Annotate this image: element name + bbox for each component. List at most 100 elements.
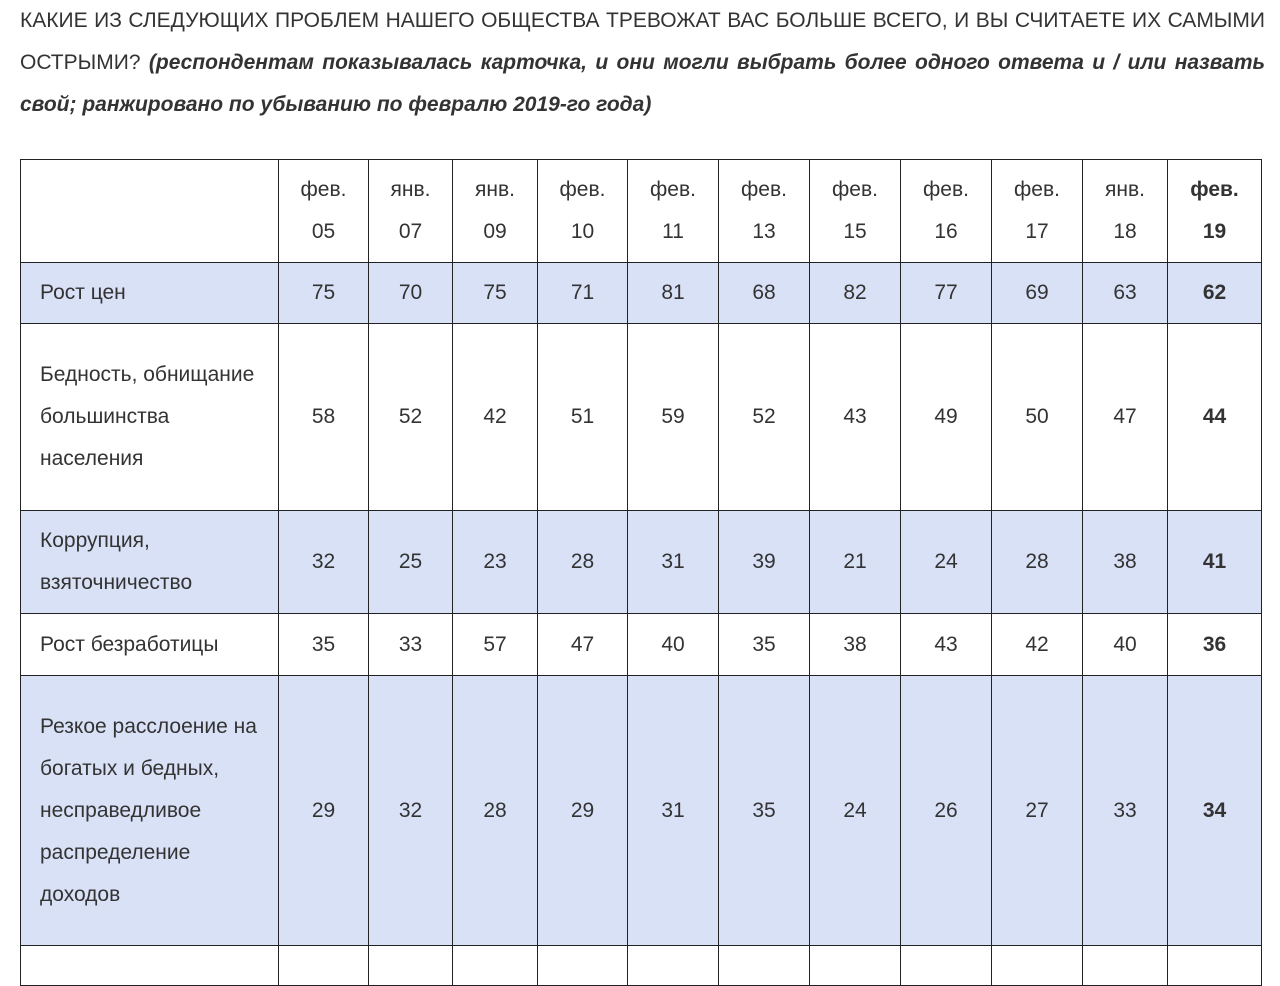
value-cell: 35 (278, 613, 369, 676)
table-row: Бедность, обнищание большинства населени… (20, 323, 1262, 511)
results-table: фев. 05 янв. 07 янв. 09 фев. 10 фев. 11 фев. 13 фев.… (20, 159, 1262, 986)
value-cell: 23 (452, 510, 538, 614)
value-cell: 59 (627, 323, 719, 511)
value-cell: 42 (991, 613, 1083, 676)
empty-cell (20, 945, 279, 986)
value-cell: 57 (452, 613, 538, 676)
value-cell: 77 (900, 262, 992, 324)
empty-cell (278, 945, 369, 986)
column-header: фев. 10 (537, 159, 628, 263)
row-label: Рост цен (20, 262, 279, 324)
value-cell: 40 (1082, 613, 1168, 676)
value-cell: 40 (627, 613, 719, 676)
row-label: Рост безработицы (20, 613, 279, 676)
question-text: КАКИЕ ИЗ СЛЕДУЮЩИХ ПРОБЛЕМ НАШЕГО ОБЩЕСТ… (20, 9, 1265, 74)
column-month: фев. (741, 178, 787, 201)
column-header: фев. 15 (809, 159, 901, 263)
value-cell: 36 (1167, 613, 1262, 676)
value-cell: 44 (1167, 323, 1262, 511)
column-month: янв. (390, 178, 431, 201)
column-header: янв. 18 (1082, 159, 1168, 263)
column-month: янв. (1105, 178, 1145, 201)
survey-question: КАКИЕ ИЗ СЛЕДУЮЩИХ ПРОБЛЕМ НАШЕГО ОБЩЕСТ… (20, 0, 1265, 126)
column-year: 13 (752, 220, 776, 243)
value-cell: 24 (809, 675, 901, 946)
column-year: 07 (398, 220, 423, 243)
value-cell: 21 (809, 510, 901, 614)
column-month: фев. (1014, 178, 1060, 201)
value-cell: 38 (809, 613, 901, 676)
value-cell: 41 (1167, 510, 1262, 614)
column-month: фев. (1190, 178, 1239, 201)
value-cell: 28 (991, 510, 1083, 614)
value-cell: 43 (900, 613, 992, 676)
value-cell: 69 (991, 262, 1083, 324)
value-cell: 26 (900, 675, 992, 946)
header-row: фев. 05 янв. 07 янв. 09 фев. 10 фев. 11 фев. 13 фев.… (20, 159, 1262, 263)
row-label: Коррупция, взяточничество (20, 510, 279, 614)
column-month: фев. (300, 178, 347, 201)
value-cell: 33 (368, 613, 453, 676)
table-row: Резкое расслоение на богатых и бедных, н… (20, 675, 1262, 946)
column-header: фев. 16 (900, 159, 992, 263)
value-cell: 32 (368, 675, 453, 946)
empty-cell (1082, 945, 1168, 986)
value-cell: 29 (278, 675, 369, 946)
empty-cell (718, 945, 810, 986)
row-label: Резкое расслоение на богатых и бедных, н… (20, 675, 279, 946)
value-cell: 25 (368, 510, 453, 614)
value-cell: 47 (1082, 323, 1168, 511)
column-year: 10 (570, 220, 595, 243)
column-year: 11 (662, 220, 684, 243)
column-header: янв. 09 (452, 159, 538, 263)
value-cell: 33 (1082, 675, 1168, 946)
column-year: 17 (1025, 220, 1049, 243)
value-cell: 27 (991, 675, 1083, 946)
empty-cell (452, 945, 538, 986)
value-cell: 50 (991, 323, 1083, 511)
empty-cell (991, 945, 1083, 986)
value-cell: 38 (1082, 510, 1168, 614)
empty-cell (1167, 945, 1262, 986)
value-cell: 43 (809, 323, 901, 511)
column-month: фев. (650, 178, 696, 201)
value-cell: 31 (627, 675, 719, 946)
value-cell: 31 (627, 510, 719, 614)
column-header: фев. 13 (718, 159, 810, 263)
value-cell: 39 (718, 510, 810, 614)
column-year: 19 (1202, 220, 1227, 243)
value-cell: 68 (718, 262, 810, 324)
value-cell: 28 (537, 510, 628, 614)
column-month: фев. (559, 178, 606, 201)
value-cell: 35 (718, 613, 810, 676)
column-month: янв. (475, 178, 515, 201)
table-row: Рост цен 75 70 75 71 81 68 82 77 69 63 62 (20, 262, 1262, 324)
value-cell: 35 (718, 675, 810, 946)
column-month: фев. (832, 178, 878, 201)
value-cell: 75 (278, 262, 369, 324)
empty-cell (809, 945, 901, 986)
row-label: Бедность, обнищание большинства населени… (20, 323, 279, 511)
value-cell: 52 (368, 323, 453, 511)
empty-cell (368, 945, 453, 986)
value-cell: 52 (718, 323, 810, 511)
value-cell: 34 (1167, 675, 1262, 946)
value-cell: 51 (537, 323, 628, 511)
value-cell: 32 (278, 510, 369, 614)
value-cell: 49 (900, 323, 992, 511)
column-header: фев. 19 (1167, 159, 1262, 263)
value-cell: 75 (452, 262, 538, 324)
value-cell: 62 (1167, 262, 1262, 324)
column-header: фев. 05 (278, 159, 369, 263)
value-cell: 71 (537, 262, 628, 324)
empty-cell (900, 945, 992, 986)
value-cell: 42 (452, 323, 538, 511)
empty-cell (537, 945, 628, 986)
column-header: янв. 07 (368, 159, 453, 263)
header-empty-cell (20, 159, 279, 263)
table-row: Коррупция, взяточничество 32 25 23 28 31 39 21 2… (20, 510, 1262, 614)
column-year: 15 (843, 220, 867, 243)
column-header: фев. 11 (627, 159, 719, 263)
value-cell: 63 (1082, 262, 1168, 324)
column-year: 09 (483, 220, 507, 243)
